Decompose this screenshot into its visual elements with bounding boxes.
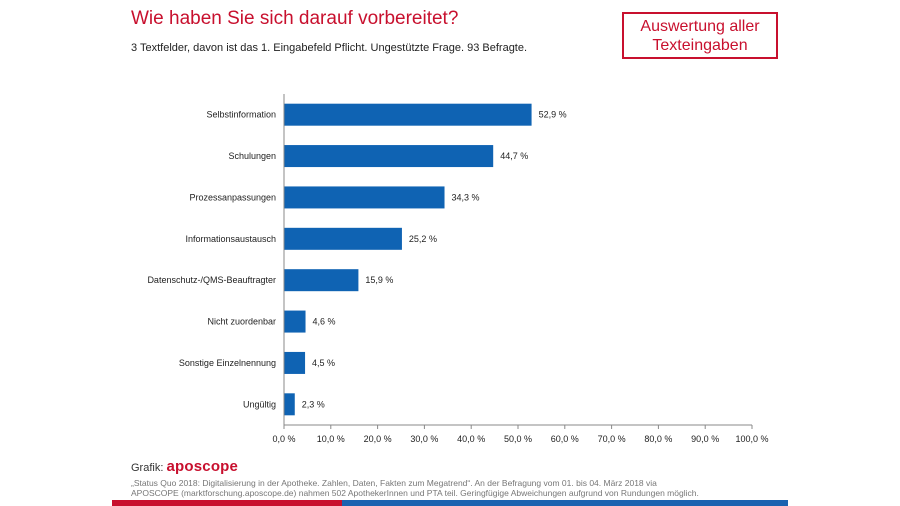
bar [284, 310, 306, 333]
category-label: Nicht zuordenbar [207, 317, 276, 327]
evaluation-badge: Auswertung aller Texteingaben [622, 12, 778, 59]
data-label: 44,7 % [500, 151, 528, 161]
x-tick-label: 50,0 % [504, 434, 532, 444]
category-label: Selbstinformation [206, 110, 276, 120]
x-tick-label: 70,0 % [598, 434, 626, 444]
x-tick-label: 100,0 % [735, 434, 768, 444]
x-tick-label: 0,0 % [272, 434, 295, 444]
data-label: 4,5 % [312, 358, 335, 368]
source-note: „Status Quo 2018: Digitalisierung in der… [131, 478, 771, 498]
badge-line-1: Auswertung aller [640, 18, 760, 35]
data-label: 4,6 % [313, 317, 336, 327]
footer-stripe-red [112, 500, 342, 506]
category-label: Schulungen [228, 151, 276, 161]
badge-line-2: Texteingaben [652, 37, 748, 54]
credit-label: Grafik: [131, 462, 164, 474]
x-tick-label: 20,0 % [364, 434, 392, 444]
bar [284, 227, 402, 250]
x-tick-label: 40,0 % [457, 434, 485, 444]
data-label: 2,3 % [302, 399, 325, 409]
category-label: Informationsaustausch [185, 234, 276, 244]
graphic-credit: Grafik: aposcope [131, 458, 238, 475]
x-tick-label: 90,0 % [691, 434, 719, 444]
bar [284, 145, 494, 168]
aposcope-logo: aposcope [166, 458, 239, 475]
category-label: Sonstige Einzelnennung [179, 358, 276, 368]
chart-title: Wie haben Sie sich darauf vorbereitet? [131, 8, 459, 29]
source-line-1: „Status Quo 2018: Digitalisierung in der… [131, 478, 657, 488]
x-tick-label: 60,0 % [551, 434, 579, 444]
bar [284, 393, 295, 416]
bar [284, 186, 445, 209]
category-label: Ungültig [243, 399, 276, 409]
data-label: 25,2 % [409, 234, 437, 244]
source-line-2: APOSCOPE (marktforschung.aposcope.de) na… [131, 488, 699, 498]
x-tick-label: 80,0 % [644, 434, 672, 444]
x-tick-label: 30,0 % [410, 434, 438, 444]
chart-subtitle: 3 Textfelder, davon ist das 1. Eingabefe… [131, 42, 528, 54]
category-label: Prozessanpassungen [189, 192, 276, 202]
footer-stripe-blue [342, 500, 788, 506]
category-label: Datenschutz-/QMS-Beauftragter [147, 275, 276, 285]
x-tick-label: 10,0 % [317, 434, 345, 444]
data-label: 52,9 % [539, 110, 567, 120]
data-label: 15,9 % [365, 275, 393, 285]
data-label: 34,3 % [452, 192, 480, 202]
bar [284, 351, 306, 374]
bar [284, 103, 532, 126]
bar [284, 269, 359, 292]
